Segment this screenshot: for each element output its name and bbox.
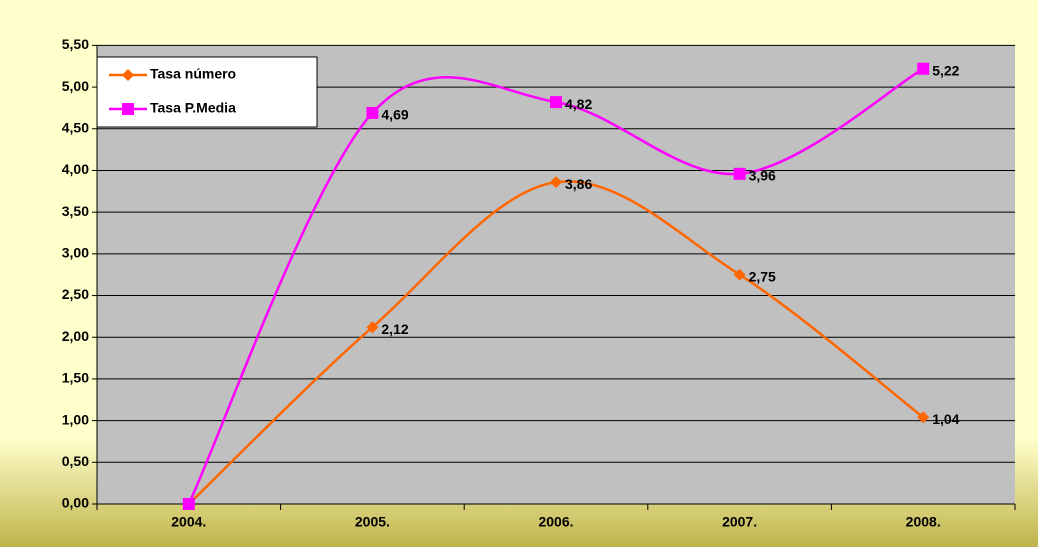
point [122, 103, 134, 115]
point [733, 268, 746, 281]
y-tick-label: 2,00 [62, 328, 89, 344]
data-label: 1,04 [932, 411, 959, 427]
data-label: 4,69 [381, 107, 408, 123]
point [917, 62, 930, 75]
data-label: 2,12 [381, 321, 408, 337]
data-label: 2,75 [749, 268, 776, 284]
y-tick-label: 4,00 [62, 161, 89, 177]
x-tick-label: 2006. [538, 514, 573, 530]
x-tick-label: 2008. [906, 514, 941, 530]
y-tick-label: 0,00 [62, 495, 89, 511]
y-tick-label: 2,50 [62, 286, 89, 302]
y-tick-label: 4,50 [62, 119, 89, 135]
data-label: 5,22 [932, 62, 959, 78]
y-tick-label: 3,00 [62, 245, 89, 261]
y-tick-label: 3,50 [62, 203, 89, 219]
legend [96, 56, 318, 128]
point [366, 106, 379, 119]
data-label: 3,86 [565, 176, 592, 192]
y-tick-label: 5,50 [62, 36, 89, 52]
point [182, 498, 195, 510]
point [122, 69, 134, 81]
point [917, 411, 930, 424]
data-label: 4,82 [565, 96, 592, 112]
y-tick-label: 1,00 [62, 411, 89, 427]
x-tick-label: 2004. [171, 514, 206, 530]
line [187, 67, 924, 505]
legend-label: Tasa número [150, 66, 236, 82]
x-tick-label: 2005. [355, 514, 390, 530]
data-label: 3,96 [749, 168, 776, 184]
y-tick-label: 5,00 [62, 78, 89, 94]
legend-label: Tasa P.Media [150, 100, 236, 116]
point [366, 321, 379, 334]
y-tick-label: 1,50 [62, 370, 89, 386]
point [733, 167, 746, 180]
point [550, 96, 562, 109]
point [550, 176, 562, 189]
x-tick-label: 2007. [722, 514, 757, 530]
y-tick-label: 0,50 [62, 453, 89, 469]
